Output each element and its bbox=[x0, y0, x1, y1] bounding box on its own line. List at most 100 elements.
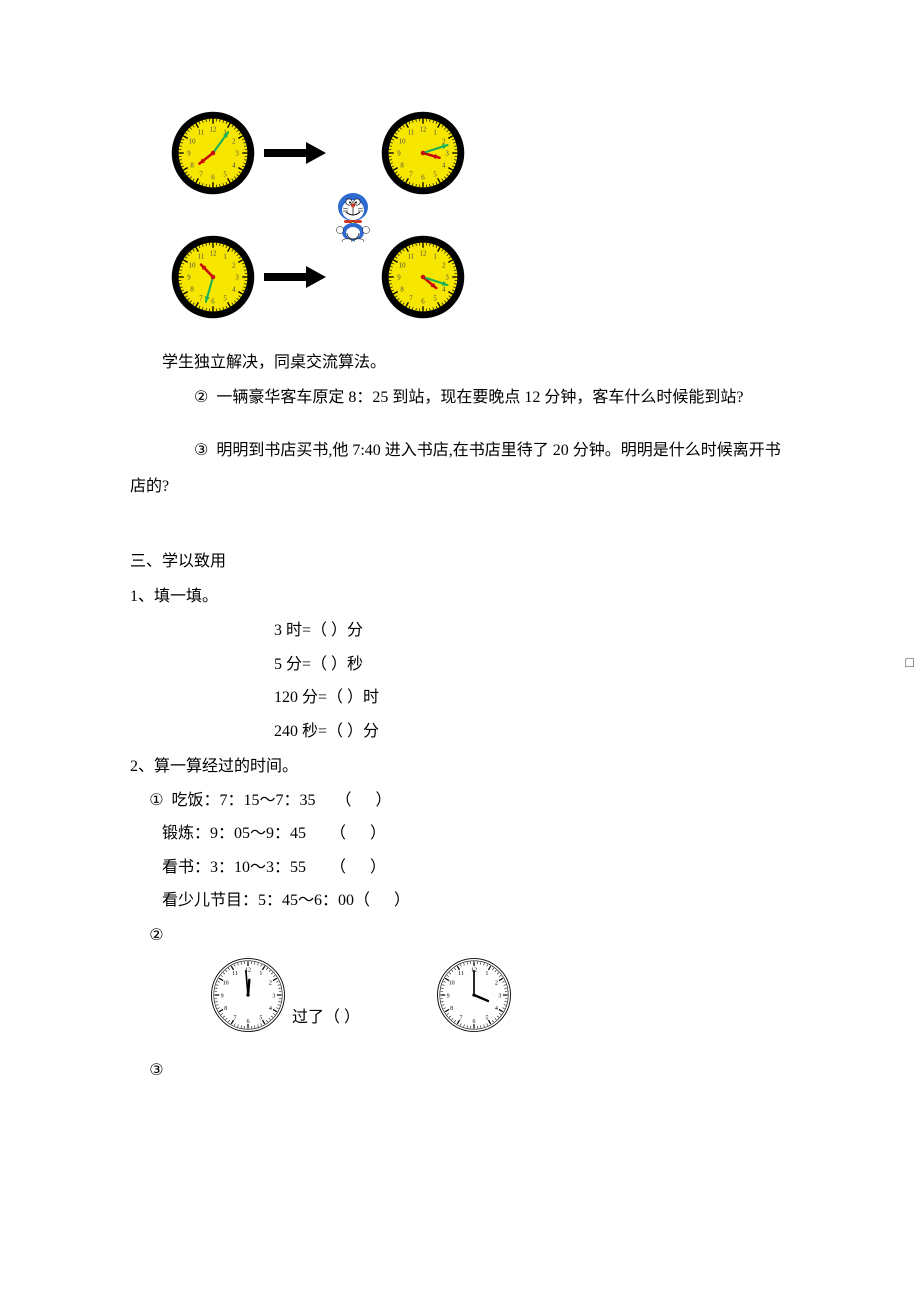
svg-text:7: 7 bbox=[199, 171, 203, 178]
svg-text:8: 8 bbox=[224, 1006, 227, 1012]
svg-text:5: 5 bbox=[223, 171, 227, 178]
svg-text:4: 4 bbox=[495, 1006, 498, 1012]
svg-text:3: 3 bbox=[445, 275, 449, 282]
ex2-text: 吃饭：7：15～7：35 （ ） bbox=[172, 792, 392, 809]
svg-text:9: 9 bbox=[397, 275, 401, 282]
svg-text:7: 7 bbox=[199, 295, 203, 302]
small-clock-right: 123456789101112 bbox=[436, 957, 512, 1033]
ex2-text: 看书：3：10～3：55 （ ） bbox=[162, 859, 386, 876]
svg-text:6: 6 bbox=[211, 299, 215, 306]
svg-text:4: 4 bbox=[232, 163, 236, 170]
fill-line: 120 分=（ ）时 bbox=[274, 681, 790, 715]
svg-text:3: 3 bbox=[445, 151, 449, 158]
svg-text:8: 8 bbox=[190, 163, 194, 170]
svg-text:2: 2 bbox=[442, 263, 446, 270]
svg-text:3: 3 bbox=[235, 275, 239, 282]
ex2-marker-2: ② bbox=[149, 918, 790, 953]
fill-line: 3 时=（ ）分 bbox=[274, 614, 790, 648]
question-3: ③ 明明到书店买书,他 7:40 进入书店,在书店里待了 20 分钟。明明是什么… bbox=[130, 433, 790, 503]
svg-text:10: 10 bbox=[189, 263, 196, 270]
svg-text:2: 2 bbox=[232, 139, 236, 146]
question-3-text: 明明到书店买书,他 7:40 进入书店,在书店里待了 20 分钟。明明是什么时候… bbox=[130, 442, 781, 494]
item-1-heading: 1、填一填。 bbox=[130, 579, 790, 614]
svg-text:7: 7 bbox=[460, 1016, 463, 1022]
pass-label: 过了（ ） bbox=[286, 1003, 366, 1033]
svg-text:9: 9 bbox=[187, 151, 191, 158]
svg-text:4: 4 bbox=[232, 287, 236, 294]
svg-text:10: 10 bbox=[399, 139, 406, 146]
svg-text:10: 10 bbox=[449, 981, 455, 987]
svg-text:6: 6 bbox=[421, 175, 425, 182]
clock-row-1: 123456789101112 123456789101112 bbox=[170, 110, 790, 196]
svg-text:10: 10 bbox=[399, 263, 406, 270]
arrow-icon bbox=[262, 262, 326, 292]
svg-text:9: 9 bbox=[187, 275, 191, 282]
question-2-text: 一辆豪华客车原定 8：25 到站，现在要晚点 12 分钟，客车什么时候能到站? bbox=[212, 389, 743, 406]
ex2-marker-3: ③ bbox=[149, 1053, 790, 1088]
solve-line: 学生独立解决，同桌交流算法。 bbox=[130, 345, 790, 380]
fill-in-block: 3 时=（ ）分 5 分=（ ）秒 120 分=（ ）时 240 秒=（ ）分 bbox=[274, 614, 790, 748]
svg-text:9: 9 bbox=[221, 994, 224, 1000]
ex2-text: 看少儿节目：5：45～6：00（ ） bbox=[162, 892, 410, 909]
page-end-mark: □ bbox=[906, 656, 914, 672]
svg-text:5: 5 bbox=[433, 295, 437, 302]
clock-row-2: 123456789101112 123456789101112 bbox=[170, 234, 790, 320]
svg-text:5: 5 bbox=[433, 171, 437, 178]
svg-text:9: 9 bbox=[397, 151, 401, 158]
svg-text:3: 3 bbox=[498, 994, 501, 1000]
svg-text:8: 8 bbox=[190, 287, 194, 294]
fill-line: 240 秒=（ ）分 bbox=[274, 715, 790, 749]
svg-text:8: 8 bbox=[400, 163, 404, 170]
svg-text:7: 7 bbox=[409, 295, 413, 302]
svg-text:1: 1 bbox=[433, 130, 437, 137]
svg-text:11: 11 bbox=[198, 254, 205, 261]
svg-text:4: 4 bbox=[269, 1006, 272, 1012]
ex2-line: ① 吃饭：7：15～7：35 （ ） bbox=[149, 784, 790, 818]
svg-text:5: 5 bbox=[223, 295, 227, 302]
svg-text:2: 2 bbox=[269, 981, 272, 987]
marker-1-icon: ① bbox=[149, 784, 163, 818]
small-clock-left: 123456789101112 bbox=[210, 957, 286, 1033]
clock-top-left: 123456789101112 bbox=[170, 110, 256, 196]
item-2-heading: 2、算一算经过的时间。 bbox=[130, 749, 790, 784]
svg-text:12: 12 bbox=[210, 127, 217, 134]
svg-text:11: 11 bbox=[408, 130, 415, 137]
fill-line: 5 分=（ ）秒 bbox=[274, 648, 790, 682]
svg-text:6: 6 bbox=[421, 299, 425, 306]
section-3-heading: 三、学以致用 bbox=[130, 544, 790, 579]
ex2-line: 锻炼：9：05～9：45 （ ） bbox=[162, 817, 790, 851]
svg-text:8: 8 bbox=[450, 1006, 453, 1012]
svg-text:3: 3 bbox=[235, 151, 239, 158]
marker-2-icon: ② bbox=[162, 380, 208, 415]
ex2-text: 锻炼：9：05～9：45 （ ） bbox=[162, 825, 386, 842]
question-2: ② 一辆豪华客车原定 8：25 到站，现在要晚点 12 分钟，客车什么时候能到站… bbox=[130, 380, 790, 415]
svg-text:2: 2 bbox=[232, 263, 236, 270]
svg-text:9: 9 bbox=[447, 994, 450, 1000]
svg-text:3: 3 bbox=[272, 994, 275, 1000]
bottom-clock-pair: 123456789101112 过了（ ） 123456789101112 bbox=[210, 957, 790, 1033]
svg-text:4: 4 bbox=[442, 287, 446, 294]
svg-text:11: 11 bbox=[408, 254, 415, 261]
svg-text:1: 1 bbox=[259, 971, 262, 977]
svg-text:12: 12 bbox=[210, 251, 217, 258]
svg-text:11: 11 bbox=[232, 971, 238, 977]
clock-bottom-left: 123456789101112 bbox=[170, 234, 256, 320]
svg-text:1: 1 bbox=[223, 254, 227, 261]
clock-bottom-right: 123456789101112 bbox=[380, 234, 466, 320]
ex2-line: 看少儿节目：5：45～6：00（ ） bbox=[162, 884, 790, 918]
svg-text:5: 5 bbox=[485, 1016, 488, 1022]
doraemon-icon bbox=[332, 192, 374, 242]
svg-text:6: 6 bbox=[472, 1019, 475, 1025]
svg-text:4: 4 bbox=[442, 163, 446, 170]
svg-text:6: 6 bbox=[246, 1019, 249, 1025]
top-clocks-figure: 123456789101112 123456789101112 bbox=[170, 110, 790, 320]
arrow-icon bbox=[262, 138, 326, 168]
svg-text:12: 12 bbox=[420, 127, 427, 134]
svg-text:11: 11 bbox=[198, 130, 205, 137]
svg-text:1: 1 bbox=[485, 971, 488, 977]
svg-text:12: 12 bbox=[420, 251, 427, 258]
svg-text:6: 6 bbox=[211, 175, 215, 182]
svg-text:2: 2 bbox=[495, 981, 498, 987]
clock-top-right: 123456789101112 bbox=[380, 110, 466, 196]
svg-text:7: 7 bbox=[409, 171, 413, 178]
